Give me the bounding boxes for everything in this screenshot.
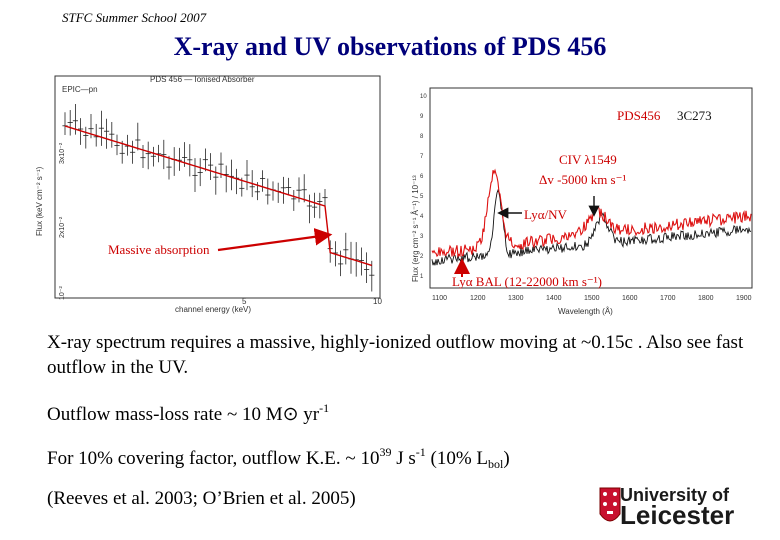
body-paragraph-1: X-ray spectrum requires a massive, highl… (47, 332, 744, 378)
uv-ytick-label: 6 (420, 174, 424, 180)
university-logo (599, 487, 621, 522)
uv-xtick-label: 1300 (508, 295, 524, 302)
xray-xlabel: channel energy (keV) (175, 305, 251, 314)
xray-caption: PDS 456 — Ionised Absorber (150, 75, 255, 84)
uv-ytick-label: 9 (420, 114, 424, 120)
uv-ytick-label: 1 (420, 274, 424, 280)
uv-ytick-label: 2 (420, 254, 424, 260)
header-note: STFC Summer School 2007 (62, 10, 207, 25)
uv-ytick-label: 3 (420, 234, 424, 240)
shield-icon (599, 487, 621, 522)
massive-absorption-label: Massive absorption (108, 242, 210, 257)
uv-3c273-spectrum (431, 188, 752, 266)
xray-ylabel: Flux (keV cm⁻² s⁻¹) (35, 166, 44, 236)
uv-xtick-label: 1500 (584, 295, 600, 302)
uv-xlabel: Wavelength (Å) (558, 307, 613, 316)
logo-line-1: University of (620, 485, 730, 505)
logo-line-2: Leicester (620, 500, 735, 530)
uv-ytick-label: 7 (420, 154, 424, 160)
sun-symbol: ⊙ (282, 404, 299, 425)
uv-xtick-label: 1600 (622, 295, 638, 302)
body-paragraph-2: Outflow mass-loss rate ~ 10 M⊙ yr-1 (47, 401, 330, 425)
uv-ytick-label: 4 (420, 214, 424, 220)
lya-bal-label: Lyα BAL (12-22000 km s⁻¹) (452, 274, 602, 289)
xray-model-line (64, 125, 373, 267)
uv-ytick-label: 8 (420, 134, 424, 140)
uv-xtick-label: 1700 (660, 295, 676, 302)
xray-instrument: EPIC—pn (62, 85, 98, 94)
uv-xtick-label: 1400 (546, 295, 562, 302)
body-paragraph-3: For 10% covering factor, outflow K.E. ~ … (47, 445, 510, 471)
xray-data-points (62, 103, 375, 292)
uv-pds456-spectrum (431, 168, 752, 259)
uv-xtick-label: 1200 (470, 295, 486, 302)
lya-nv-label: Lyα/NV (524, 207, 567, 222)
xray-ytick-1e-2: 10⁻² (59, 286, 66, 300)
uv-ytick-label: 5 (420, 194, 424, 200)
uv-xtick-label: 1900 (736, 295, 752, 302)
uv-xtick-label: 1800 (698, 295, 714, 302)
uv-xtick-label: 1100 (432, 295, 447, 302)
slide-title: X-ray and UV observations of PDS 456 (173, 32, 607, 61)
civ-label: CIV λ1549 (559, 152, 617, 167)
3c273-legend: 3C273 (677, 108, 712, 123)
xray-ytick-3e-2: 3x10⁻² (59, 142, 66, 164)
uv-ylabel: Flux (erg cm⁻² s⁻¹ Å⁻¹) / 10⁻¹³ (411, 175, 420, 282)
delta-v-label: Δv -5000 km s⁻¹ (539, 172, 627, 187)
pds456-legend: PDS456 (617, 108, 661, 123)
uv-spectrum-plot: Flux (erg cm⁻² s⁻¹ Å⁻¹) / 10⁻¹³ Waveleng… (411, 87, 753, 316)
xray-xtick-5: 5 (242, 297, 247, 306)
body-paragraph-4: (Reeves et al. 2003; O’Brien et al. 2005… (47, 488, 356, 509)
xray-ytick-2e-2: 2x10⁻² (59, 216, 66, 238)
uv-ytick-label: 10 (420, 94, 427, 100)
xray-xtick-10: 10 (373, 297, 382, 306)
xray-spectrum-plot: PDS 456 — Ionised Absorber EPIC—pn Flux … (35, 75, 382, 314)
